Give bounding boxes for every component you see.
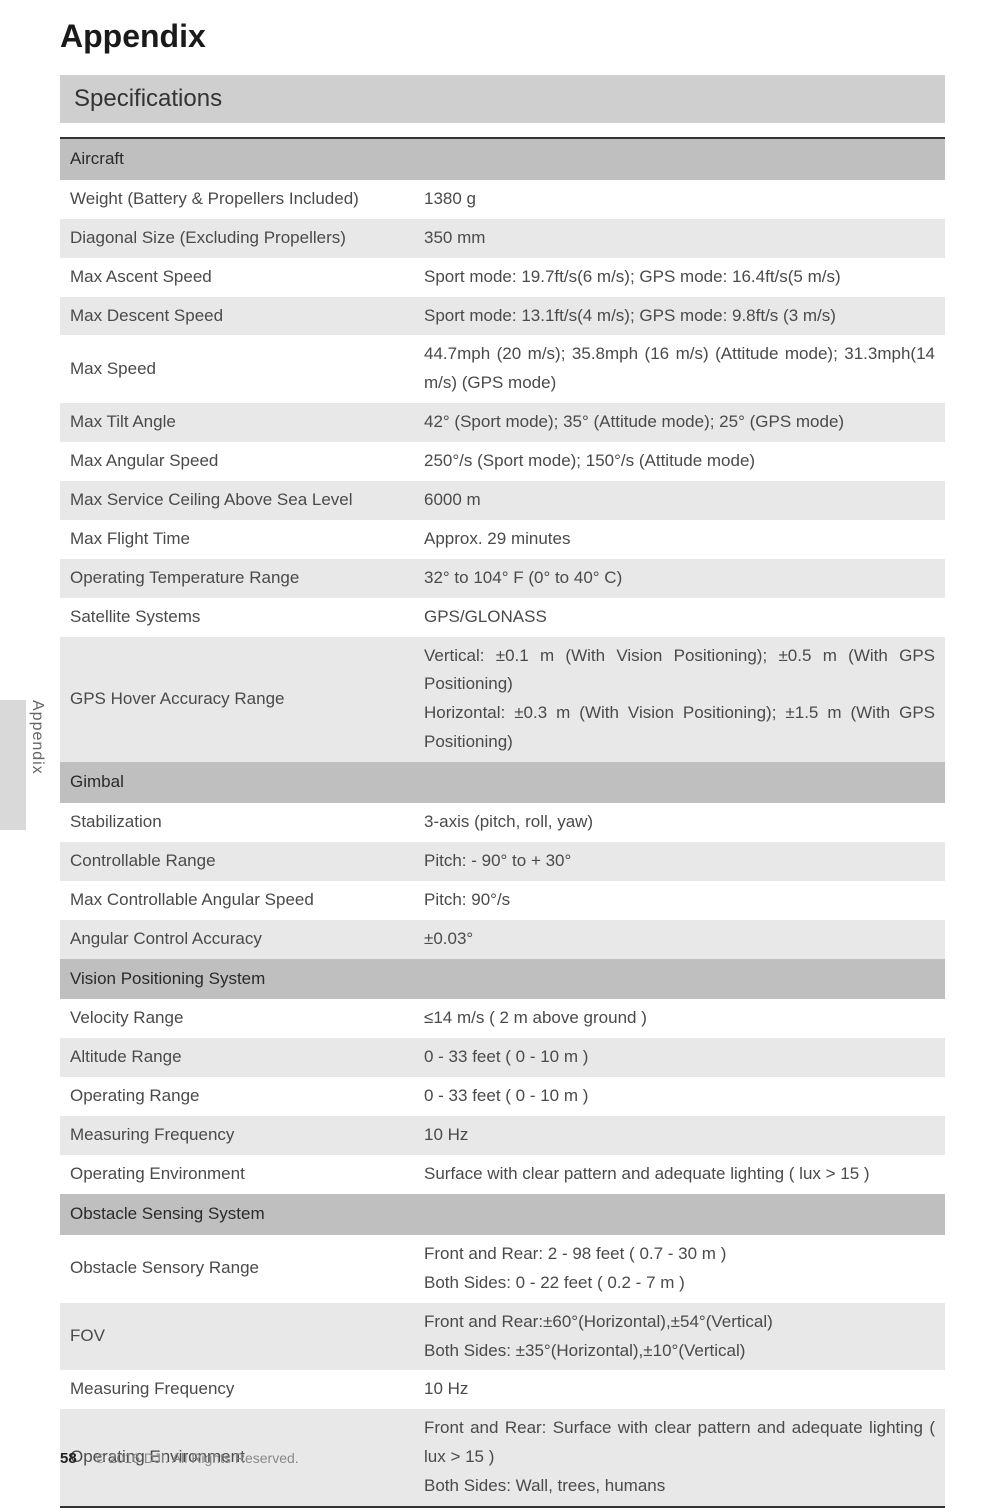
spec-value: Surface with clear pattern and adequate … <box>414 1155 945 1194</box>
group-header-cell: Aircraft <box>60 138 945 180</box>
spec-label: Measuring Frequency <box>60 1370 414 1409</box>
spec-value: Sport mode: 19.7ft/s(6 m/s); GPS mode: 1… <box>414 258 945 297</box>
spec-row: Altitude Range0 - 33 feet ( 0 - 10 m ) <box>60 1038 945 1077</box>
spec-row: Measuring Frequency10 Hz <box>60 1116 945 1155</box>
group-header-row: Obstacle Sensing System <box>60 1194 945 1235</box>
spec-row: FOVFront and Rear:±60°(Horizontal),±54°(… <box>60 1303 945 1371</box>
spec-label: FOV <box>60 1303 414 1371</box>
copyright-text: © 2016 DJI. All Rights Reserved. <box>95 1450 299 1466</box>
spec-value: 1380 g <box>414 180 945 219</box>
spec-label: Max Ascent Speed <box>60 258 414 297</box>
section-heading: Specifications <box>60 75 945 123</box>
spec-label: Weight (Battery & Propellers Included) <box>60 180 414 219</box>
spec-row: Operating Range0 - 33 feet ( 0 - 10 m ) <box>60 1077 945 1116</box>
spec-label: Stabilization <box>60 803 414 842</box>
spec-row: Max Flight TimeApprox. 29 minutes <box>60 520 945 559</box>
spec-row: Satellite SystemsGPS/GLONASS <box>60 598 945 637</box>
spec-label: Altitude Range <box>60 1038 414 1077</box>
spec-label: Max Angular Speed <box>60 442 414 481</box>
spec-label: Angular Control Accuracy <box>60 920 414 959</box>
spec-row: Angular Control Accuracy±0.03° <box>60 920 945 959</box>
spec-value: ±0.03° <box>414 920 945 959</box>
spec-label: Max Tilt Angle <box>60 403 414 442</box>
group-header-cell: Obstacle Sensing System <box>60 1194 945 1235</box>
spec-value: 0 - 33 feet ( 0 - 10 m ) <box>414 1077 945 1116</box>
spec-label: Max Controllable Angular Speed <box>60 881 414 920</box>
spec-table: AircraftWeight (Battery & Propellers Inc… <box>60 137 945 1508</box>
spec-label: Operating Temperature Range <box>60 559 414 598</box>
spec-value: 10 Hz <box>414 1116 945 1155</box>
spec-row: Max Angular Speed250°/s (Sport mode); 15… <box>60 442 945 481</box>
side-tab-label: Appendix <box>28 700 46 775</box>
spec-value: 0 - 33 feet ( 0 - 10 m ) <box>414 1038 945 1077</box>
spec-label: Obstacle Sensory Range <box>60 1235 414 1303</box>
spec-row: Diagonal Size (Excluding Propellers)350 … <box>60 219 945 258</box>
spec-row: Max Tilt Angle42° (Sport mode); 35° (Att… <box>60 403 945 442</box>
spec-value: 3-axis (pitch, roll, yaw) <box>414 803 945 842</box>
spec-value: 250°/s (Sport mode); 150°/s (Attitude mo… <box>414 442 945 481</box>
spec-row: Operating Temperature Range32° to 104° F… <box>60 559 945 598</box>
page-title: Appendix <box>60 18 945 55</box>
spec-value: Approx. 29 minutes <box>414 520 945 559</box>
spec-value: 10 Hz <box>414 1370 945 1409</box>
spec-label: Measuring Frequency <box>60 1116 414 1155</box>
spec-label: Operating Range <box>60 1077 414 1116</box>
spec-label: GPS Hover Accuracy Range <box>60 637 414 763</box>
spec-row: Max Speed44.7mph (20 m/s); 35.8mph (16 m… <box>60 335 945 403</box>
spec-value: 44.7mph (20 m/s); 35.8mph (16 m/s) (Atti… <box>414 335 945 403</box>
spec-row: Max Service Ceiling Above Sea Level6000 … <box>60 481 945 520</box>
spec-value: 6000 m <box>414 481 945 520</box>
spec-value: 350 mm <box>414 219 945 258</box>
group-header-row: Gimbal <box>60 762 945 803</box>
spec-row: Max Ascent SpeedSport mode: 19.7ft/s(6 m… <box>60 258 945 297</box>
spec-label: Max Service Ceiling Above Sea Level <box>60 481 414 520</box>
spec-row: Measuring Frequency10 Hz <box>60 1370 945 1409</box>
group-header-row: Aircraft <box>60 138 945 180</box>
spec-label: Max Flight Time <box>60 520 414 559</box>
spec-row: Operating EnvironmentSurface with clear … <box>60 1155 945 1194</box>
spec-value: Front and Rear:±60°(Horizontal),±54°(Ver… <box>414 1303 945 1371</box>
spec-value: ≤14 m/s ( 2 m above ground ) <box>414 999 945 1038</box>
page-content: Appendix Specifications AircraftWeight (… <box>0 0 1005 1508</box>
spec-row: Stabilization3-axis (pitch, roll, yaw) <box>60 803 945 842</box>
group-header-row: Vision Positioning System <box>60 959 945 1000</box>
spec-label: Controllable Range <box>60 842 414 881</box>
spec-row: Max Controllable Angular SpeedPitch: 90°… <box>60 881 945 920</box>
spec-label: Operating Environment <box>60 1155 414 1194</box>
page-footer: 58 © 2016 DJI. All Rights Reserved. <box>60 1450 299 1467</box>
spec-row: Controllable RangePitch: - 90° to + 30° <box>60 842 945 881</box>
page-number: 58 <box>60 1450 77 1467</box>
spec-value: Front and Rear: Surface with clear patte… <box>414 1409 945 1507</box>
spec-row: Velocity Range≤14 m/s ( 2 m above ground… <box>60 999 945 1038</box>
spec-value: Front and Rear: 2 - 98 feet ( 0.7 - 30 m… <box>414 1235 945 1303</box>
spec-value: Pitch: - 90° to + 30° <box>414 842 945 881</box>
spec-label: Max Descent Speed <box>60 297 414 336</box>
spec-value: 32° to 104° F (0° to 40° C) <box>414 559 945 598</box>
spec-label: Satellite Systems <box>60 598 414 637</box>
spec-row: Max Descent SpeedSport mode: 13.1ft/s(4 … <box>60 297 945 336</box>
spec-value: Sport mode: 13.1ft/s(4 m/s); GPS mode: 9… <box>414 297 945 336</box>
spec-row: GPS Hover Accuracy RangeVertical: ±0.1 m… <box>60 637 945 763</box>
spec-label: Velocity Range <box>60 999 414 1038</box>
side-tab <box>0 700 26 830</box>
group-header-cell: Gimbal <box>60 762 945 803</box>
spec-row: Weight (Battery & Propellers Included)13… <box>60 180 945 219</box>
spec-label: Max Speed <box>60 335 414 403</box>
spec-label: Diagonal Size (Excluding Propellers) <box>60 219 414 258</box>
group-header-cell: Vision Positioning System <box>60 959 945 1000</box>
spec-value: Pitch: 90°/s <box>414 881 945 920</box>
spec-value: Vertical: ±0.1 m (With Vision Positionin… <box>414 637 945 763</box>
spec-value: 42° (Sport mode); 35° (Attitude mode); 2… <box>414 403 945 442</box>
spec-value: GPS/GLONASS <box>414 598 945 637</box>
spec-row: Obstacle Sensory RangeFront and Rear: 2 … <box>60 1235 945 1303</box>
